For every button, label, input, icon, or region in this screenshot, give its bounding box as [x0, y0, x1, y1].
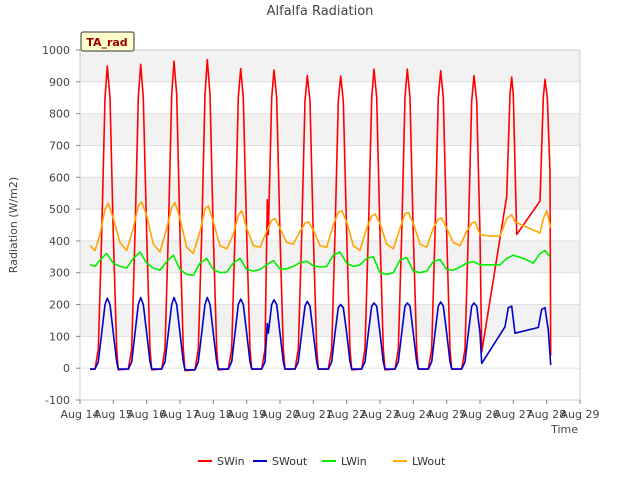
x-tick-label: Aug 29 [561, 408, 600, 421]
legend: SWin SWout LWin LWout [198, 455, 446, 468]
x-tick-label: Aug 26 [461, 408, 500, 421]
x-axis-label: Time [550, 423, 578, 436]
series-line-lwin [89, 249, 551, 277]
y-tick-label: 1000 [42, 44, 70, 57]
y-axis-label: Radiation (W/m2) [7, 177, 20, 273]
x-tick-label: Aug 23 [361, 408, 400, 421]
series-lines [89, 58, 552, 372]
y-tick-label: 900 [49, 76, 70, 89]
annotation-label: TA_rad [86, 36, 127, 49]
x-tick-label: Aug 19 [227, 408, 266, 421]
x-tick-label: Aug 21 [294, 408, 333, 421]
chart-title: Alfalfa Radiation [267, 4, 374, 19]
y-tick-label: 400 [49, 235, 70, 248]
y-tick-label: 800 [49, 108, 70, 121]
y-axis-ticks: -100 0 100 200 300 400 500 600 700 800 900 1000 [42, 44, 80, 407]
x-tick-label: Aug 28 [527, 408, 566, 421]
x-tick-label: Aug 24 [394, 408, 433, 421]
x-tick-label: Aug 16 [127, 408, 166, 421]
y-tick-label: 300 [49, 267, 70, 280]
series-line-lwout [89, 201, 552, 255]
plot-frame [79, 49, 581, 401]
y-tick-label: 100 [49, 330, 70, 343]
x-tick-label: Aug 18 [194, 408, 233, 421]
x-tick-label: Aug 15 [94, 408, 133, 421]
annotation-frame [80, 31, 135, 52]
x-tick-label: Aug 27 [494, 408, 533, 421]
legend-label-lwin: LWin [341, 455, 367, 468]
annotation-box: TA_rad [80, 31, 135, 52]
grid-band [80, 177, 580, 210]
legend-label-swin: SWin [217, 455, 245, 468]
series-line-swout [90, 296, 552, 371]
series-line-swin [90, 58, 552, 372]
y-tick-label: 200 [49, 299, 70, 312]
legend-label-lwout: LWout [412, 455, 446, 468]
x-tick-label: Aug 22 [327, 408, 366, 421]
x-tick-label: Aug 14 [61, 408, 100, 421]
y-tick-label: 700 [49, 139, 70, 152]
y-tick-label: 600 [49, 171, 70, 184]
plot-bands [80, 50, 580, 337]
legend-label-swout: SWout [272, 455, 308, 468]
y-tick-label: -100 [45, 394, 70, 407]
x-tick-label: Aug 25 [427, 408, 466, 421]
grid-band [80, 50, 580, 82]
x-tick-label: Aug 17 [161, 408, 200, 421]
y-tick-label: 0 [63, 362, 70, 375]
x-tick-label: Aug 20 [261, 408, 300, 421]
y-tick-label: 500 [49, 203, 70, 216]
grid-band [80, 304, 580, 337]
grid-band [80, 113, 580, 146]
